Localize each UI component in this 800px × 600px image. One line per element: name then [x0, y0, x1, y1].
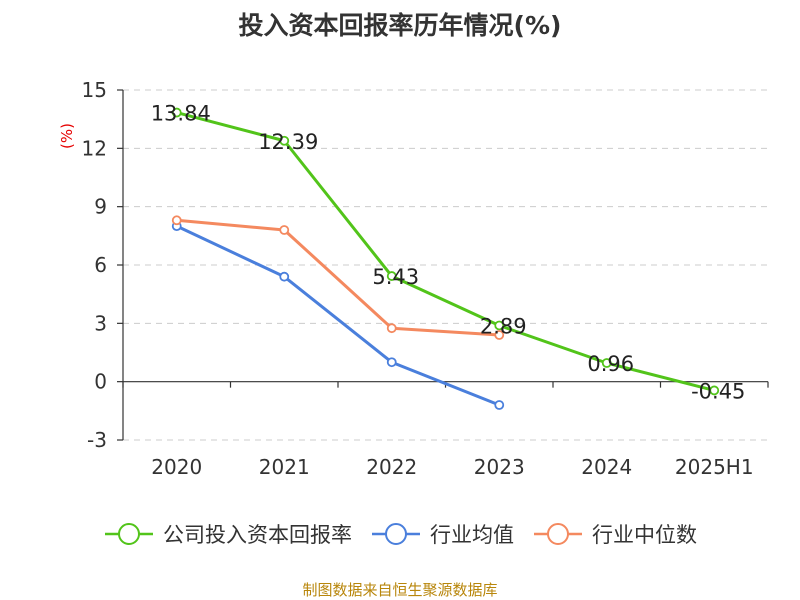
data-point [494, 330, 505, 340]
x-tick-label: 2023 [474, 455, 525, 479]
tick-labels: -3 0 3 6 9 12 15 2020 2021 2022 2023 2024 2025H1 [82, 78, 754, 479]
x-tick-label: 2020 [151, 455, 202, 479]
y-tick-label: 12 [82, 136, 107, 160]
data-point [386, 323, 397, 334]
legend-marker-icon [534, 523, 582, 545]
x-tick-label: 2025H1 [675, 455, 754, 479]
data-label: 13.84 [151, 102, 211, 126]
data-point [171, 215, 182, 226]
chart-title: 投入资本回报率历年情况(%) [238, 11, 562, 40]
legend-item: 行业均值 [370, 519, 514, 549]
data-label: 12.39 [258, 130, 318, 154]
series-line-2 [176, 218, 500, 337]
data-label: 2.89 [480, 314, 527, 338]
data-point [709, 385, 720, 396]
source-note: 制图数据来自恒生聚源数据库 [302, 581, 498, 599]
x-tick-label: 2024 [581, 455, 632, 479]
grid-lines [123, 89, 768, 441]
y-tick-label: 15 [82, 78, 107, 102]
series-points [171, 107, 720, 410]
y-tick-label: 3 [94, 311, 107, 335]
data-labels: 13.84 12.39 5.43 2.89 0.96 -0.45 [151, 102, 746, 404]
data-point [601, 358, 612, 368]
data-point [494, 400, 505, 410]
data-point [494, 320, 505, 331]
x-tick-label: 2022 [366, 455, 417, 479]
data-point [279, 271, 290, 282]
data-point [386, 357, 397, 368]
data-label: 5.43 [372, 265, 419, 289]
legend-item: 行业中位数 [532, 519, 697, 549]
data-point [279, 225, 290, 235]
legend-label: 行业中位数 [592, 523, 697, 547]
legend: 公司投入资本回报率 行业均值 行业中位数 [0, 519, 800, 549]
data-label: -0.45 [691, 379, 745, 403]
legend-marker-icon [372, 523, 420, 545]
legend-label: 公司投入资本回报率 [163, 523, 352, 547]
series-lines [176, 111, 715, 407]
data-point [171, 107, 182, 118]
y-tick-label: 9 [94, 195, 107, 219]
x-tick-label: 2021 [259, 455, 310, 479]
data-label: 0.96 [587, 352, 634, 376]
legend-item: 公司投入资本回报率 [103, 519, 352, 549]
series-line-0 [176, 111, 715, 392]
legend-marker-icon [105, 523, 153, 545]
y-tick-label: 0 [94, 370, 107, 394]
y-tick-label: 6 [94, 253, 107, 277]
series-line-1 [176, 224, 500, 407]
data-point [279, 135, 290, 146]
data-point [386, 271, 397, 281]
legend-label: 行业均值 [430, 523, 514, 547]
y-tick-label: -3 [87, 428, 107, 452]
